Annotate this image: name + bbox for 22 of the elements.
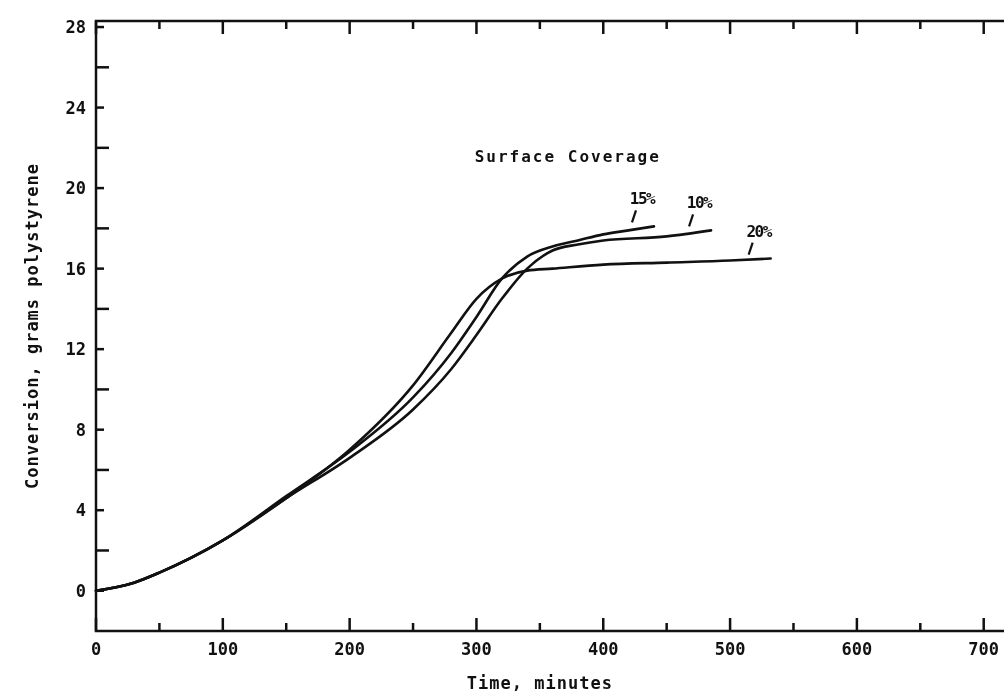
x-tick-label: 700 [968, 639, 1000, 659]
x-tick-label: 200 [334, 639, 365, 659]
y-tick-label: 20 [65, 178, 86, 199]
x-tick-label: 100 [207, 639, 239, 659]
y-tick-label: 12 [65, 339, 86, 360]
x-tick-label: 0 [90, 639, 102, 659]
y-tick-label: 0 [75, 580, 86, 601]
x-tick-label: 300 [461, 639, 492, 659]
annotation: Surface Coverage [474, 146, 661, 166]
series-label: 15% [629, 189, 657, 209]
y-tick-label: 8 [75, 419, 86, 440]
y-tick-label: 16 [65, 258, 86, 279]
x-tick-label: 500 [714, 639, 746, 659]
series-label: 20% [746, 221, 773, 241]
y-axis-title: Conversion, grams polystyrene [22, 163, 42, 489]
x-tick-label: 600 [841, 639, 873, 659]
series-label: 10% [686, 193, 714, 213]
x-tick-label: 400 [587, 639, 619, 659]
y-tick-label: 24 [65, 97, 86, 118]
y-tick-label: 4 [75, 500, 86, 521]
y-tick-label: 28 [65, 16, 86, 37]
x-axis-title: Time, minutes [466, 673, 613, 693]
